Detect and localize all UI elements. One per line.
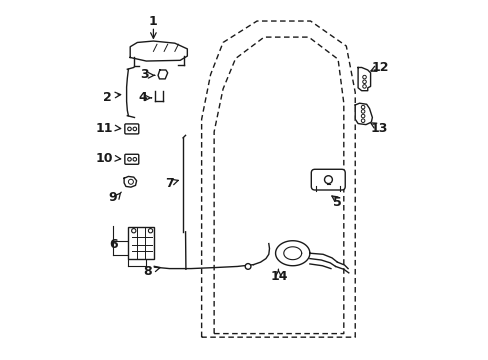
Text: 5: 5 bbox=[332, 195, 341, 209]
FancyBboxPatch shape bbox=[311, 169, 345, 190]
Text: 2: 2 bbox=[102, 91, 111, 104]
Polygon shape bbox=[357, 67, 370, 91]
Text: 11: 11 bbox=[96, 122, 113, 135]
Circle shape bbox=[127, 157, 131, 161]
Text: 4: 4 bbox=[138, 91, 147, 104]
Circle shape bbox=[361, 105, 364, 109]
FancyBboxPatch shape bbox=[124, 154, 139, 164]
Text: 9: 9 bbox=[108, 192, 117, 204]
Text: 13: 13 bbox=[370, 122, 387, 135]
Text: 10: 10 bbox=[96, 152, 113, 165]
Circle shape bbox=[127, 127, 131, 131]
Text: 12: 12 bbox=[371, 61, 388, 74]
Text: 7: 7 bbox=[165, 177, 174, 190]
Polygon shape bbox=[158, 70, 167, 79]
Circle shape bbox=[362, 80, 366, 84]
Circle shape bbox=[361, 119, 364, 122]
Circle shape bbox=[133, 157, 136, 161]
Polygon shape bbox=[354, 103, 372, 125]
Text: 8: 8 bbox=[142, 265, 151, 278]
Circle shape bbox=[148, 229, 152, 233]
Circle shape bbox=[244, 264, 250, 269]
Text: 1: 1 bbox=[149, 14, 158, 27]
Circle shape bbox=[361, 110, 364, 113]
Polygon shape bbox=[130, 41, 187, 61]
Polygon shape bbox=[124, 176, 136, 187]
Text: 3: 3 bbox=[140, 68, 148, 81]
Circle shape bbox=[131, 229, 136, 233]
FancyBboxPatch shape bbox=[124, 124, 139, 134]
Circle shape bbox=[128, 179, 133, 184]
Circle shape bbox=[133, 127, 136, 131]
Circle shape bbox=[362, 75, 366, 79]
Text: 14: 14 bbox=[270, 270, 287, 283]
Circle shape bbox=[362, 85, 366, 88]
Bar bbox=[128, 227, 154, 259]
Text: 6: 6 bbox=[109, 238, 118, 251]
Circle shape bbox=[361, 114, 364, 118]
Circle shape bbox=[324, 176, 332, 184]
